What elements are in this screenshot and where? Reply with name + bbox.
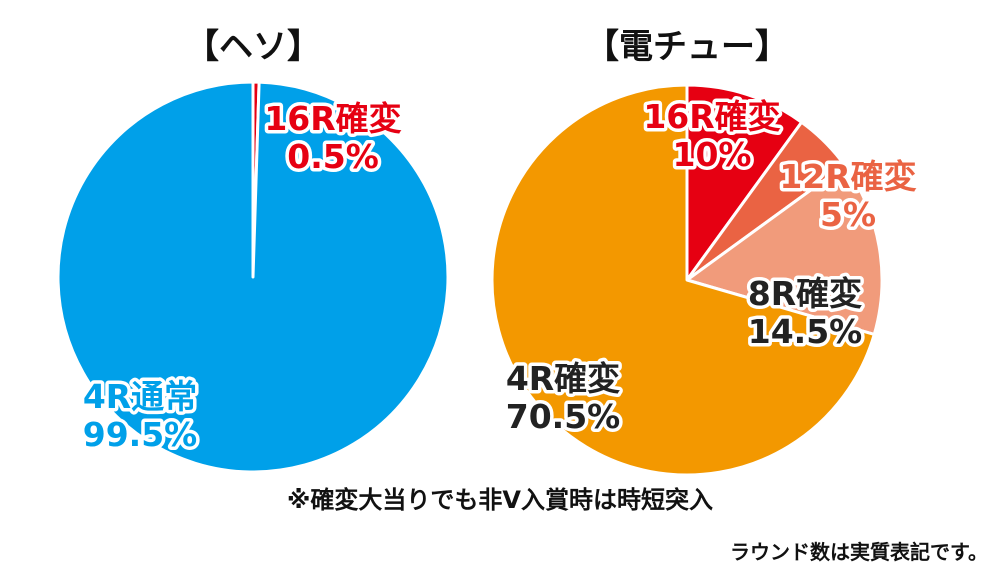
pie-slice-0 — [685, 83, 804, 282]
slice-label-4: 4R確変 70.5% — [506, 359, 621, 436]
slice-label-3: 8R確変 14.5% — [748, 274, 863, 351]
slice-value: 14.5% — [748, 312, 863, 351]
pie-chart-1: 【ヘソ】 16R確変 0.5% 4R通常 99.5% — [56, 27, 450, 474]
slice-name: 16R確変 — [643, 97, 780, 136]
slice-value: 0.5% — [287, 137, 379, 176]
slice-label-1: 16R確変 10% — [643, 97, 780, 174]
slice-value: 99.5% — [83, 415, 198, 454]
chart-title: 【電チュー】 — [585, 27, 789, 67]
pie-slice-1 — [56, 80, 450, 474]
slice-name: 16R確変 — [264, 99, 401, 138]
slice-name: 8R確変 — [748, 274, 862, 313]
slice-label-2: 12R確変 5% — [779, 157, 916, 234]
slice-name: 4R確変 — [506, 359, 620, 398]
chart-title: 【ヘソ】 — [185, 27, 321, 67]
slice-label-1: 16R確変 0.5% — [264, 99, 401, 176]
slice-value: 10% — [673, 135, 752, 174]
slice-value: 5% — [820, 195, 876, 234]
pie-slice-3 — [490, 83, 876, 477]
slice-label-2: 4R通常 99.5% — [83, 377, 198, 454]
slice-name: 4R通常 — [83, 377, 197, 416]
pie-chart-2: 【電チュー】16R確変 10%12R確変 5%8R確変 14.5%4R確変 70.5% — [490, 27, 920, 477]
footnote: ※確変大当りでも非V入賞時は時短突入 — [287, 486, 713, 514]
slice-name: 12R確変 — [779, 157, 916, 196]
pie-slice-2 — [685, 163, 884, 336]
slice-value: 70.5% — [506, 397, 621, 436]
round-note: ラウンド数は実質表記です。 — [730, 540, 988, 564]
